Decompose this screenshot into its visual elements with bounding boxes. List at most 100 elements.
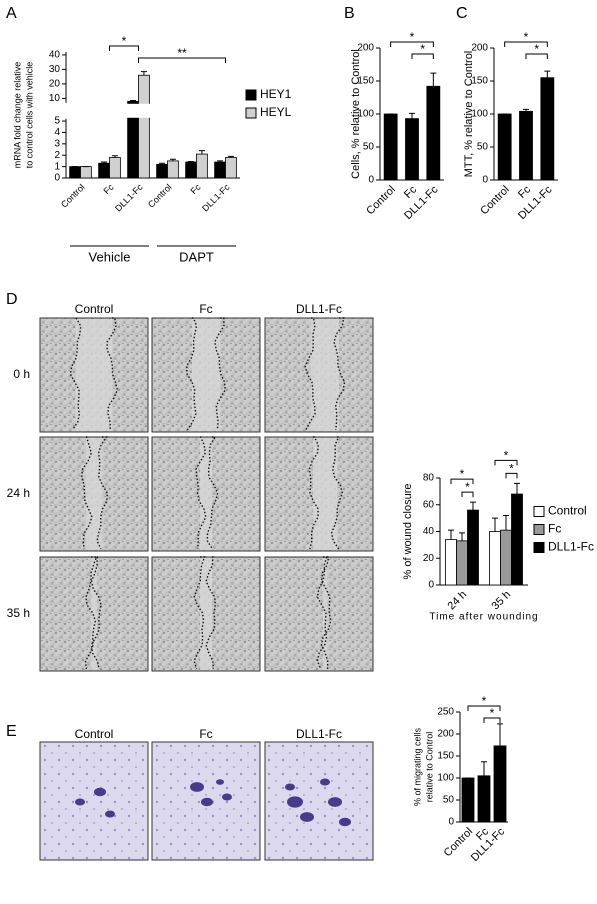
significance-label: *: [410, 30, 415, 44]
y-axis-label: mRNA fold change relative: [12, 62, 22, 169]
stained-cell: [190, 782, 204, 792]
group-label: DAPT: [179, 249, 214, 264]
bar: [98, 162, 110, 179]
significance-bracket: [411, 53, 434, 59]
error-bar: [503, 514, 509, 531]
significance-label: *: [534, 42, 539, 56]
y-tick-label: 40: [49, 50, 61, 61]
x-tick-label: Fc: [188, 182, 202, 196]
error-bar: [159, 162, 166, 165]
y-tick-label: 0: [448, 817, 454, 828]
y-tick-label: 80: [423, 473, 435, 484]
y-tick-label: 150: [471, 76, 488, 87]
legend-label: DLL1-Fc: [548, 540, 594, 554]
bar: [138, 74, 150, 179]
row-label: 35 h: [7, 606, 30, 620]
stained-cell: [75, 798, 85, 806]
error-bar: [140, 71, 147, 76]
error-bar: [101, 161, 108, 164]
legend-label: Fc: [548, 522, 561, 536]
bar: [80, 166, 92, 179]
y-tick-label: 3: [54, 138, 60, 149]
y-axis-label: MTT, % relative to Control: [463, 51, 475, 178]
legend-swatch: [245, 107, 257, 119]
column-label: DLL1-Fc: [296, 727, 342, 741]
y-tick-label: 200: [471, 43, 488, 54]
y-tick-label: 1: [54, 161, 60, 172]
x-tick-label: Control: [364, 184, 398, 218]
bar: [456, 540, 468, 586]
error-bar: [497, 723, 503, 746]
y-tick-label: 200: [437, 729, 454, 740]
bar: [383, 113, 398, 181]
significance-label: *: [482, 694, 487, 708]
significance-label: *: [465, 480, 470, 494]
stained-cell: [105, 810, 115, 818]
stained-cell: [287, 796, 303, 808]
significance-bracket: [483, 717, 501, 723]
y-tick-label: 250: [437, 707, 454, 718]
x-tick-label: DLL1-Fc: [113, 182, 145, 214]
bar: [493, 745, 507, 823]
y-tick-label: 150: [437, 751, 454, 762]
y-tick-label: 40: [423, 526, 435, 537]
column-label: Fc: [199, 302, 212, 316]
bar: [185, 161, 197, 179]
y-tick-label: 10: [49, 93, 61, 104]
bar: [445, 539, 457, 586]
error-bar: [492, 517, 498, 532]
bar: [477, 775, 491, 823]
bar: [511, 493, 523, 586]
row-label: 0 h: [13, 367, 30, 381]
wound-edge: [84, 556, 98, 670]
x-tick-label: Control: [59, 182, 87, 210]
error-bar: [188, 160, 195, 163]
wound-edge: [106, 317, 119, 431]
y-tick-label: 0: [482, 175, 488, 186]
legend-label: HEYL: [260, 105, 292, 119]
wound-gap: [313, 438, 337, 550]
bar: [196, 153, 208, 179]
column-label: Control: [75, 302, 114, 316]
significance-bracket: [138, 57, 226, 63]
x-tick-label: 24 h: [446, 589, 470, 613]
wound-gap: [323, 558, 327, 670]
x-tick-label: Control: [146, 182, 174, 210]
stained-cell: [320, 778, 330, 786]
wound-edge: [330, 436, 344, 550]
significance-bracket: [525, 53, 548, 59]
stained-cell: [300, 812, 314, 822]
stained-cell: [94, 787, 106, 797]
column-label: Control: [75, 727, 114, 741]
y-tick-label: 50: [477, 142, 489, 153]
bar: [214, 161, 226, 179]
y-axis-label: % of migrating cells: [412, 727, 422, 806]
panel-label: D: [6, 291, 18, 308]
significance-bracket: [504, 41, 548, 47]
axis-break-gap: [65, 103, 241, 118]
y-axis-label: relative to Control: [424, 732, 434, 803]
y-tick-label: 200: [357, 43, 374, 54]
bar: [540, 77, 555, 181]
panel-label: B: [344, 5, 355, 22]
x-tick-label: DLL1-Fc: [200, 182, 232, 214]
y-tick-label: 0: [428, 580, 434, 591]
y-tick-label: 100: [357, 109, 374, 120]
wound-edge: [185, 317, 198, 431]
y-tick-label: 150: [357, 76, 374, 87]
bar: [461, 777, 475, 823]
y-tick-label: 0: [54, 173, 60, 184]
bar: [426, 85, 441, 181]
wound-edge: [320, 556, 332, 670]
significance-label: *: [460, 467, 465, 481]
y-tick-label: 20: [423, 553, 435, 564]
significance-label: **: [177, 46, 187, 60]
wound-edge: [193, 556, 206, 670]
legend-swatch: [245, 89, 257, 101]
error-bar: [217, 160, 224, 163]
error-bar: [459, 532, 465, 541]
y-tick-label: 60: [423, 499, 435, 510]
microscopy-image: [264, 556, 374, 672]
y-tick-label: 0: [368, 175, 374, 186]
